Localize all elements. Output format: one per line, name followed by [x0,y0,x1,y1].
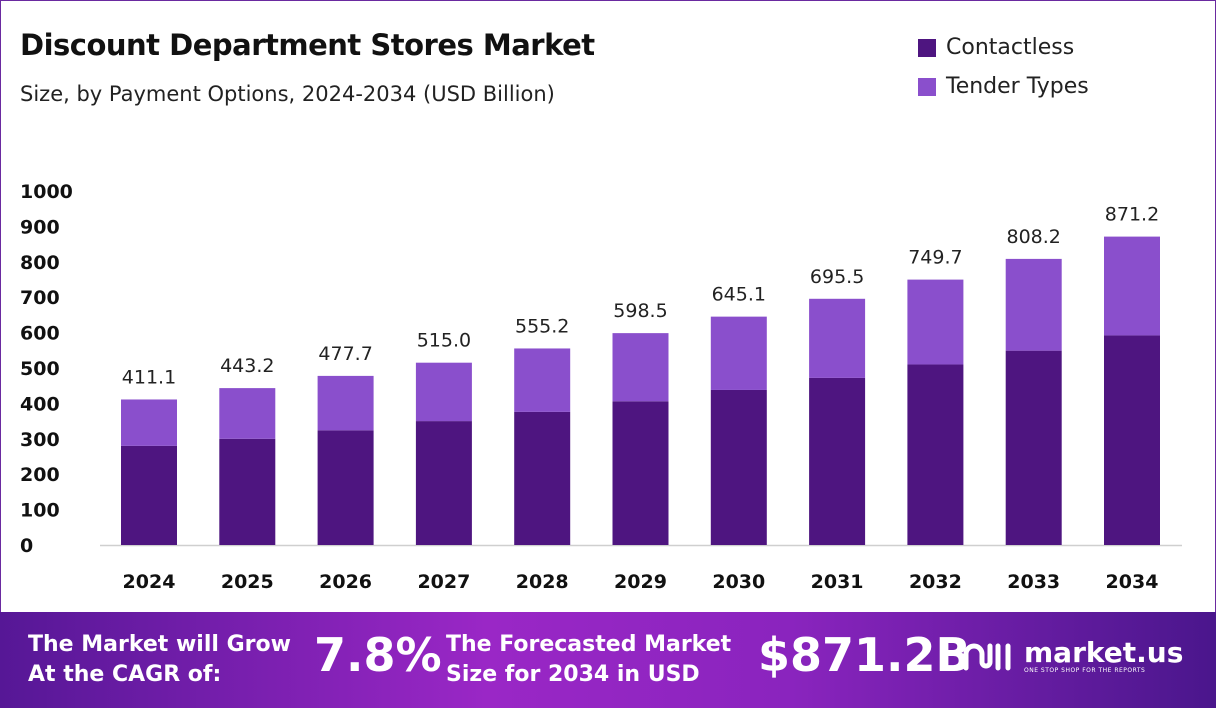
x-tick-label: 2029 [614,571,667,593]
bar-segment-tender-types [907,279,964,365]
bar-segment-contactless [121,445,177,545]
cagr-label-line2: At the CAGR of: [28,662,222,687]
bar-total-label: 443.2 [220,355,274,377]
y-tick-label: 400 [20,393,60,415]
bar-total-label: 645.1 [712,284,766,306]
bar-segment-tender-types [612,333,669,402]
legend: Contactless Tender Types [918,28,1089,106]
x-tick-label: 2034 [1106,571,1159,593]
bar-total-label: 411.1 [122,366,176,388]
bar-segment-tender-types [710,316,767,390]
legend-swatch [918,38,936,57]
bar-total-label: 695.5 [810,266,864,288]
bar-total-label: 749.7 [908,247,962,269]
bar-segment-contactless [809,377,866,545]
y-tick-label: 500 [20,358,60,380]
bar-segment-tender-types [514,348,571,412]
bar-segment-contactless [514,411,571,545]
y-tick-label: 1000 [20,181,73,203]
footer-banner: The Market will Grow At the CAGR of: 7.8%… [0,612,1216,708]
x-tick-label: 2025 [221,571,274,593]
bar-segment-tender-types [1104,236,1160,336]
bar-total-label: 555.2 [515,315,569,337]
x-tick-label: 2033 [1007,571,1060,593]
legend-label: Tender Types [946,74,1089,99]
bar-segment-contactless [1005,350,1062,545]
bar-segment-contactless [317,430,374,545]
cagr-label: The Market will Grow At the CAGR of: [28,630,291,690]
x-tick-label: 2028 [516,571,569,593]
bar-segment-tender-types [121,399,177,446]
cagr-label-line1: The Market will Grow [28,632,291,657]
bar-chart: 0 100 200 300 400 500 600 700 800 900 1000 411.1 202… [20,181,1182,593]
legend-item-contactless: Contactless [918,28,1089,67]
bar-segment-contactless [612,401,669,545]
y-tick-label: 700 [20,287,60,309]
market-us-logo-icon [963,643,1011,671]
bar-total-label: 808.2 [1006,226,1060,248]
bar-segment-tender-types [415,362,472,422]
y-tick-label: 0 [20,535,33,557]
forecast-value: $871.2B [758,628,971,682]
bar-total-label: 598.5 [613,300,667,322]
bar-segment-contactless [710,389,767,545]
chart-title: Discount Department Stores Market [20,28,595,62]
bar-segment-tender-types [317,375,374,431]
x-tick-label: 2030 [712,571,765,593]
y-tick-label: 800 [20,252,60,274]
legend-swatch [918,77,936,96]
bar-segment-tender-types [809,298,866,378]
bar-segment-tender-types [1005,258,1062,351]
forecast-label-line2: Size for 2034 in USD [446,662,700,687]
brand-name: market.us [1024,635,1184,669]
y-tick-label: 900 [20,216,60,238]
legend-label: Contactless [946,35,1075,60]
bar-total-label: 871.2 [1105,204,1159,226]
bar-segment-contactless [1104,335,1160,545]
y-tick-label: 100 [20,500,60,522]
cagr-value: 7.8% [314,628,442,682]
bar-segment-contactless [907,364,964,545]
y-tick-label: 200 [20,464,60,486]
x-tick-label: 2031 [811,571,864,593]
brand-logo: market.us ONE STOP SHOP FOR THE REPORTS [962,638,1183,674]
bar-segment-contactless [415,421,472,545]
forecast-label-line1: The Forecasted Market [446,632,732,657]
x-tick-label: 2026 [319,571,372,593]
bar-segment-contactless [219,438,276,545]
x-tick-label: 2027 [417,571,470,593]
brand-tagline: ONE STOP SHOP FOR THE REPORTS [1024,666,1146,674]
y-tick-label: 600 [20,323,60,345]
bar-total-label: 477.7 [318,343,372,365]
bar-segment-tender-types [219,388,276,439]
chart-subtitle: Size, by Payment Options, 2024-2034 (USD… [20,82,555,106]
y-tick-label: 300 [20,429,60,451]
forecast-label: The Forecasted Market Size for 2034 in US… [446,630,731,690]
legend-item-tender-types: Tender Types [918,67,1089,106]
bar-total-label: 515.0 [417,330,471,352]
x-tick-label: 2024 [123,571,176,593]
x-tick-label: 2032 [909,571,962,593]
